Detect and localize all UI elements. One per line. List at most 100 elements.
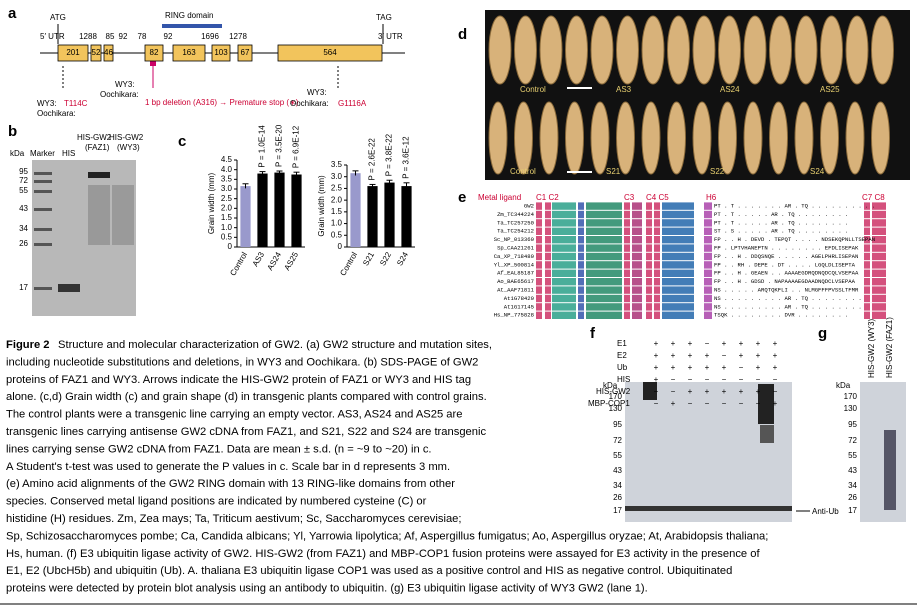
alignment-block	[662, 202, 694, 210]
y-tick-label: 2.0	[331, 195, 343, 204]
exon	[277, 44, 383, 62]
alignment-block	[864, 202, 870, 210]
ladder-label: 17	[848, 506, 857, 515]
exon-length: 103	[214, 48, 228, 57]
label-line: HIS-GW2	[77, 133, 112, 142]
alignment-block	[662, 219, 694, 227]
alignment-block	[545, 269, 551, 277]
alignment-block	[536, 219, 542, 227]
species-name: GW2	[524, 202, 534, 209]
species-name: At1G17145	[504, 303, 534, 310]
alignment-block	[545, 311, 551, 319]
label: Oochikara:	[290, 99, 329, 108]
p-value: P = 2.6E-22	[368, 138, 377, 181]
sequence: FP . . H . DDQSNQE . . . . . AGELPHRLISE…	[714, 253, 858, 260]
alignment-block	[552, 210, 576, 219]
alignment-block	[654, 269, 660, 277]
sequence: NS . . . . . ARQTQKFLI . . NLMGFFFPVSSLT…	[714, 286, 859, 293]
x-tick-label: Control	[338, 250, 359, 277]
alignment-block	[624, 244, 630, 252]
label: RING domain	[165, 11, 213, 20]
alignment-block	[654, 286, 660, 294]
alignment-block	[545, 278, 551, 286]
alignment-block	[872, 294, 886, 303]
alignment-block	[624, 294, 630, 303]
alignment-block	[624, 286, 630, 294]
alignment-block	[646, 311, 652, 319]
sign: +	[773, 351, 778, 360]
bar	[257, 173, 268, 247]
alignment-block	[646, 278, 652, 286]
alignment-block	[578, 236, 584, 244]
lane-label: HIS-GW2 (FAZ1)	[885, 317, 894, 378]
sign: +	[654, 351, 659, 360]
alignment-block	[662, 244, 694, 252]
alignment-block	[578, 244, 584, 252]
alignment-block	[552, 303, 576, 311]
alignment-block	[552, 294, 576, 303]
species-name: At1G78420	[504, 295, 535, 302]
alignment-block	[646, 303, 652, 311]
ladder-label: 55	[848, 451, 857, 460]
intron-length: 92	[119, 32, 128, 41]
ladder-label: 72	[613, 436, 622, 445]
alignment-block	[536, 252, 542, 261]
alignment-block	[632, 210, 642, 219]
alignment-block	[578, 286, 584, 294]
y-tick-label: 0	[228, 242, 233, 251]
caption-line: transgenic lines carrying antisense GW2 …	[6, 426, 486, 438]
alignment-block	[864, 311, 870, 319]
sign: +	[722, 363, 727, 372]
bar	[401, 186, 412, 247]
sign: −	[705, 339, 710, 348]
label-line: HIS-GW2	[109, 133, 144, 142]
ladder-label: 17	[19, 283, 28, 292]
sign: +	[756, 351, 761, 360]
alignment-block	[545, 236, 551, 244]
sequence: ST . S . . . . . AR . TQ . . . . . . . .	[714, 228, 848, 235]
alignment-block	[704, 210, 712, 219]
sign: +	[722, 339, 727, 348]
grain	[539, 101, 559, 175]
alignment-block	[586, 303, 622, 311]
grain	[692, 15, 716, 85]
grain	[667, 101, 686, 175]
alignment-block	[646, 219, 652, 227]
alignment-block	[872, 244, 886, 252]
grain	[641, 101, 661, 175]
alignment-block	[545, 210, 551, 219]
y-tick-label: 0.5	[331, 230, 343, 239]
grain	[539, 15, 563, 85]
ladder-label: 34	[613, 481, 622, 490]
sequence: TSQK . . . . . . . . DVR . . . . . . . .	[714, 312, 848, 319]
ladder-label: 55	[19, 186, 28, 195]
species-name: Sp_CAA21261	[497, 244, 535, 251]
row-label: HIS	[617, 375, 630, 384]
species-name: Ca_XP_718480	[494, 253, 535, 260]
alignment-block	[646, 252, 652, 261]
alignment-block	[624, 219, 630, 227]
alignment-block	[578, 294, 584, 303]
panel-label: b	[8, 123, 17, 140]
sign: +	[705, 363, 710, 372]
caption-line: proteins of FAZ1 and WY3. Arrows indicat…	[6, 374, 471, 386]
exon	[103, 44, 114, 62]
sign: +	[688, 351, 693, 360]
grain-label: AS24	[720, 85, 740, 94]
alignment-block	[864, 303, 870, 311]
grain	[769, 101, 788, 175]
alignment-block	[536, 227, 542, 235]
alignment-block	[872, 286, 886, 294]
alignment-block	[536, 244, 542, 252]
lane-label: HIS-GW2 (WY3)	[867, 319, 876, 378]
alignment-block	[872, 311, 886, 319]
alignment-block	[632, 261, 642, 269]
alignment-block	[536, 236, 542, 244]
sequence: FP . LPTVHANEPTN . . . . . . . . EFDLISE…	[714, 244, 859, 251]
alignment-block	[578, 202, 584, 210]
alignment-block	[704, 227, 712, 235]
alignment-block	[586, 261, 622, 269]
grain	[769, 15, 792, 85]
label: 3′ UTR	[378, 32, 403, 41]
ladder-label: 55	[613, 451, 622, 460]
